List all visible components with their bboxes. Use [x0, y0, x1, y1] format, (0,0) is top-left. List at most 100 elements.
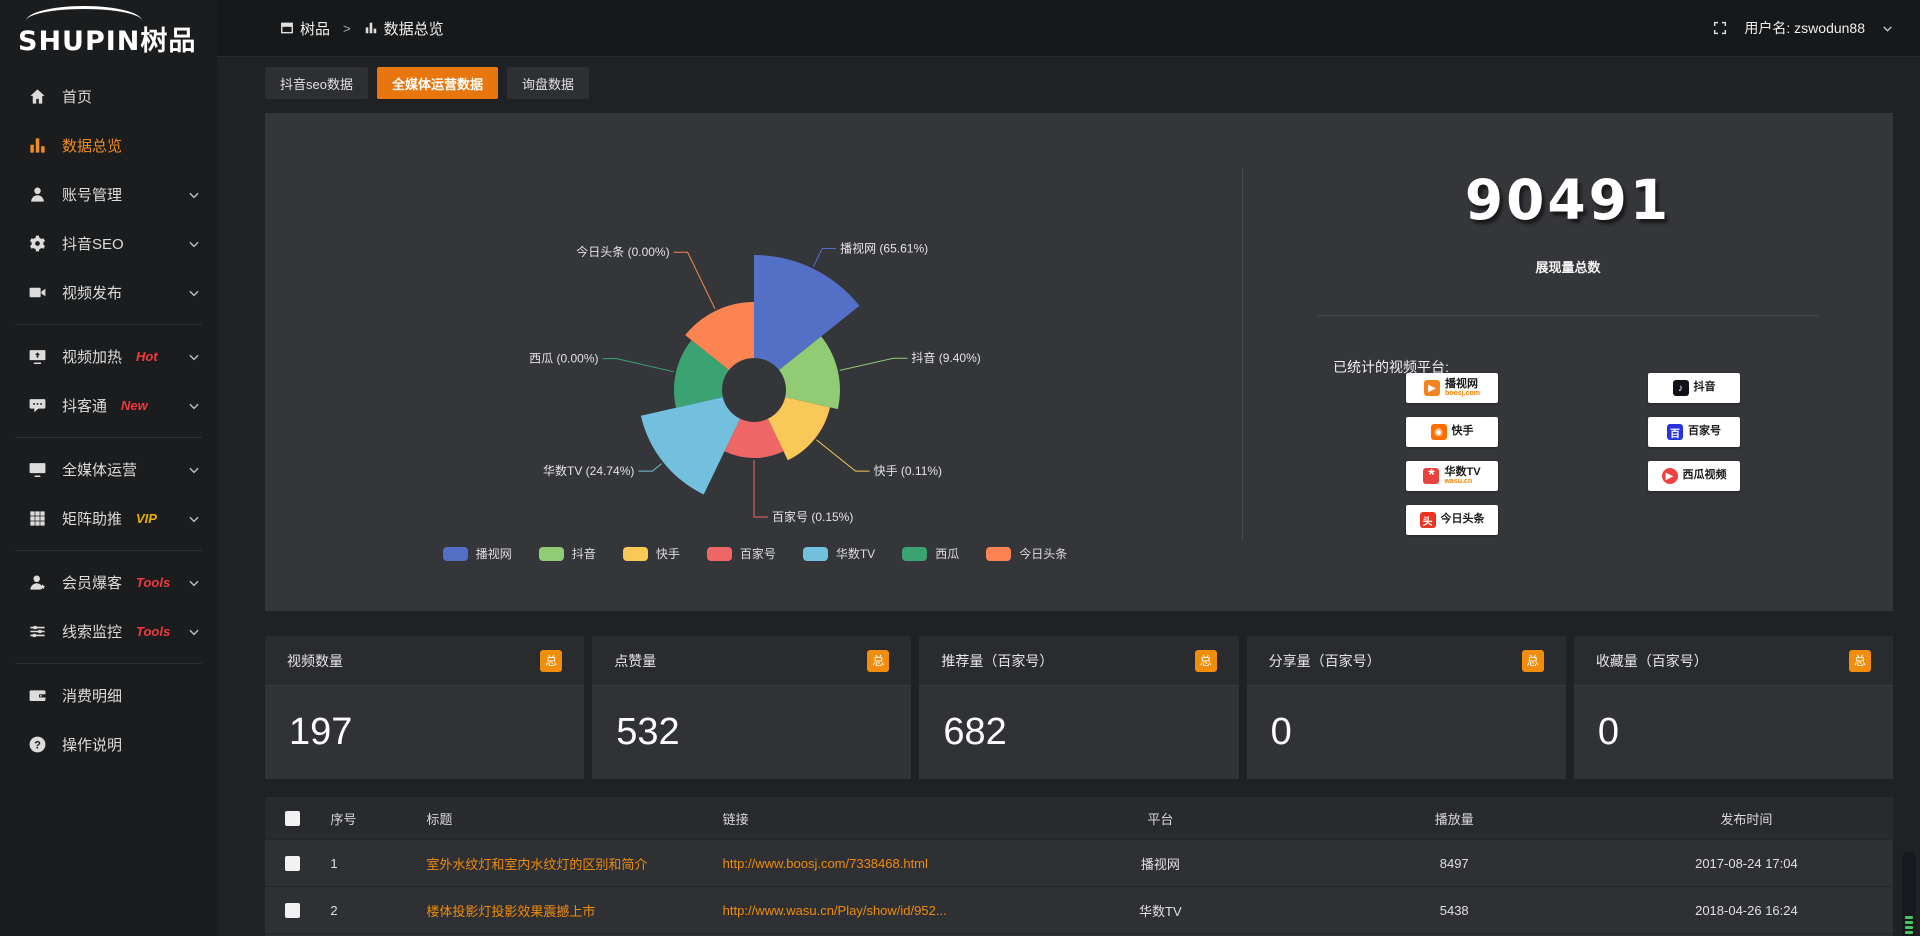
svg-text:?: ? — [34, 739, 41, 751]
fullscreen-icon[interactable] — [1712, 20, 1728, 36]
pie-label-4: 华数TV (24.74%) — [543, 463, 634, 478]
pie-slice-5[interactable] — [674, 340, 729, 408]
cell-index: 1 — [330, 855, 338, 871]
select-all-checkbox[interactable] — [285, 810, 301, 826]
stat-card-label: 视频数量 — [287, 652, 343, 669]
stat-card-header: 分享量（百家号） 总 — [1246, 636, 1566, 686]
platforms-caption: 已统计的视频平台: — [1333, 359, 1449, 375]
cell-title[interactable]: 室外水纹灯和室内水纹灯的区别和简介 — [426, 856, 648, 872]
legend-swatch — [442, 546, 468, 561]
pie-slice-3[interactable] — [724, 418, 784, 459]
cell-time: 2018-04-26 16:24 — [1695, 902, 1798, 918]
pie-slice-6[interactable] — [685, 302, 754, 370]
username-label[interactable]: 用户名: zswodun88 — [1744, 18, 1865, 38]
sidebar-item-label: 消费明细 — [62, 688, 123, 705]
kuaishou-logo: ◉ — [1430, 424, 1447, 440]
sidebar-menu: 首页 数据总览 账号管理 抖音SEO 视频发布 视频加热 Hot 抖客通 New 全媒体运营 矩阵助… — [0, 72, 217, 769]
table-header-row: 序号 标题 链接 平台 播放量 发布时间 — [265, 797, 1893, 839]
user-star-icon — [28, 573, 47, 592]
sidebar-item-consume-detail[interactable]: 消费明细 — [0, 671, 217, 720]
chevron-down-icon — [187, 188, 201, 202]
cell-checkbox — [265, 855, 320, 871]
total-badge: 总 — [1521, 649, 1544, 672]
rose-pie-chart: 播视网 (65.61%) 抖音 (9.40%) 快手 (0.11%) 百家号 (0.1… — [265, 113, 1245, 611]
pie-slice-4[interactable] — [640, 397, 741, 495]
cell-time: 2017-08-24 17:04 — [1695, 855, 1798, 871]
breadcrumb-item-data-overview[interactable]: 数据总览 — [364, 18, 444, 39]
stat-card-header: 推荐量（百家号） 总 — [919, 636, 1239, 686]
stat-card-value: 682 — [943, 711, 1007, 753]
sidebar-item-data-overview[interactable]: 数据总览 — [0, 121, 217, 170]
cell-plays: 5438 — [1439, 902, 1469, 918]
legend-item-0[interactable]: 播视网 — [442, 545, 512, 562]
stat-card-value: 197 — [289, 711, 353, 753]
legend-item-6[interactable]: 今日头条 — [986, 545, 1067, 562]
app-logo[interactable]: SHUPIN树品 — [0, 0, 217, 60]
cell-title[interactable]: 楼体投影灯投影效果震撼上市 — [426, 903, 596, 919]
table-row-0: 1 室外水纹灯和室内水纹灯的区别和简介 http://www.boosj.com/7… — [265, 839, 1893, 886]
stat-card-value: 532 — [616, 711, 680, 753]
sidebar-item-douyin-seo[interactable]: 抖音SEO — [0, 219, 217, 268]
platform-badge-text: 抖音 — [1694, 382, 1716, 394]
pie-slice-1[interactable] — [779, 336, 840, 410]
sidebar-item-matrix-boost[interactable]: 矩阵助推 VIP — [0, 494, 217, 543]
platform-badge-text: 播视网 boosj.com — [1445, 378, 1480, 398]
row-checkbox[interactable] — [285, 855, 301, 871]
legend-label: 抖音 — [571, 547, 596, 561]
legend-item-1[interactable]: 抖音 — [538, 545, 596, 562]
wallet-icon — [28, 686, 47, 705]
rose-chart-svg[interactable]: 播视网 (65.61%) 抖音 (9.40%) 快手 (0.11%) 百家号 (0.1… — [265, 113, 1245, 611]
header-cell-2: 链接 — [722, 811, 749, 827]
tab-douyin-seo-data[interactable]: 抖音seo数据 — [265, 67, 368, 99]
pie-label-line-1 — [839, 357, 908, 371]
row-checkbox[interactable] — [285, 902, 301, 918]
pie-label-1: 抖音 (9.40%) — [911, 350, 980, 365]
video-icon — [28, 283, 47, 302]
tab-inquiry-data[interactable]: 询盘数据 — [506, 67, 589, 99]
legend-label: 百家号 — [739, 547, 776, 561]
xigua-logo: ▶ — [1661, 468, 1678, 484]
sidebar-item-video-heat[interactable]: 视频加热 Hot — [0, 332, 217, 381]
platform-sub: wasu.cn — [1444, 478, 1473, 486]
sidebar-item-home[interactable]: 首页 — [0, 72, 217, 121]
tab-media-operation-data[interactable]: 全媒体运营数据 — [376, 67, 498, 99]
chevron-down-icon — [187, 625, 201, 639]
sidebar-divider — [15, 324, 202, 325]
logo-brand-cn: 树品 — [140, 26, 197, 57]
sidebar-item-douketong[interactable]: 抖客通 New — [0, 381, 217, 430]
total-badge: 总 — [540, 649, 563, 672]
breadcrumb-item-shupin[interactable]: 树品 — [280, 18, 330, 39]
sidebar-item-lead-monitor[interactable]: 线索监控 Tools — [0, 607, 217, 656]
breadcrumb-separator: > — [343, 20, 351, 36]
user-menu-chevron-down-icon[interactable] — [1881, 22, 1894, 35]
pie-label-line-0 — [812, 248, 837, 267]
toutiao-logo: 头 — [1419, 512, 1436, 528]
legend-item-4[interactable]: 华数TV — [802, 545, 875, 562]
platform-badge-text: 西瓜视频 — [1683, 470, 1727, 482]
platform-badge-wasu: * 华数TV wasu.cn — [1406, 461, 1498, 491]
widget-bar — [1905, 921, 1913, 924]
pie-slice-0[interactable] — [754, 255, 860, 370]
table-row-1: 2 楼体投影灯投影效果震撼上市 http://www.wasu.cn/Play/sh… — [265, 886, 1893, 933]
legend-item-2[interactable]: 快手 — [622, 545, 680, 562]
sidebar-item-member-baoke[interactable]: 会员爆客 Tools — [0, 558, 217, 607]
side-scroll-widget[interactable] — [1902, 852, 1916, 936]
platform-badges-column-1: ▶ 播视网 boosj.com ◉ 快手 * 华数TV wasu.cn 头今日头条 — [1406, 373, 1498, 549]
pie-slice-2[interactable] — [767, 397, 830, 461]
platform-badges-column-2: ♪ 抖音百百家号 ▶ 西瓜视频 — [1648, 373, 1740, 505]
cell-link[interactable]: http://www.wasu.cn/Play/show/id/952... — [722, 902, 947, 918]
legend-item-5[interactable]: 西瓜 — [902, 545, 959, 562]
main-content: 抖音seo数据 全媒体运营数据 询盘数据 播视网 (65.61%) 抖音 (9.40%… — [217, 57, 1920, 936]
bar-chart-icon — [364, 21, 378, 35]
sidebar-item-video-publish[interactable]: 视频发布 — [0, 268, 217, 317]
legend-item-3[interactable]: 百家号 — [706, 545, 776, 562]
sidebar-item-account-management[interactable]: 账号管理 — [0, 170, 217, 219]
sidebar-item-media-operation[interactable]: 全媒体运营 — [0, 445, 217, 494]
sidebar-item-tag: Tools — [136, 575, 171, 590]
sidebar-item-operation-guide[interactable]: ? 操作说明 — [0, 720, 217, 769]
sidebar-item-label: 矩阵助推 — [62, 511, 123, 528]
sidebar-item-tag: Tools — [136, 624, 171, 639]
cell-link[interactable]: http://www.boosj.com/7338468.html — [722, 855, 928, 871]
sidebar-item-tag: VIP — [136, 511, 157, 526]
legend-swatch — [706, 546, 732, 561]
